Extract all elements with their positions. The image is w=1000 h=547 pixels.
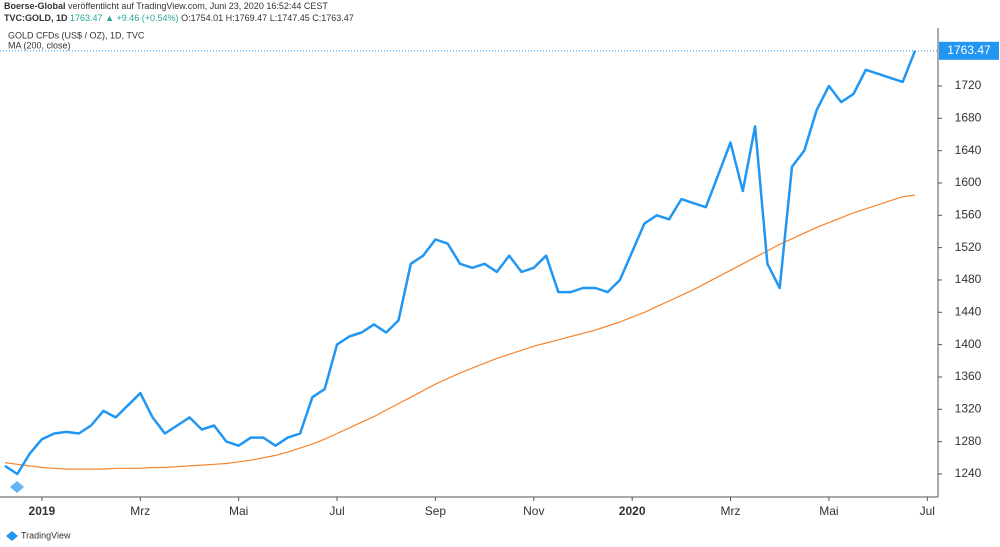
legend-entry: MA (200, close) <box>8 40 71 50</box>
x-tick-label: 2020 <box>619 504 646 518</box>
y-tick-label: 1720 <box>955 78 982 92</box>
legend-entry: GOLD CFDs (US$ / OZ), 1D, TVC <box>8 30 145 40</box>
x-tick-label: Mrz <box>721 504 741 518</box>
x-tick-label: Nov <box>523 504 544 518</box>
y-tick-label: 1600 <box>955 175 982 189</box>
price-label: 1763.47 <box>947 43 991 57</box>
y-tick-label: 1360 <box>955 369 982 383</box>
ohlc: C:1763.47 <box>312 13 354 23</box>
header-line: Boerse-Global veröffentlicht auf Trading… <box>4 1 328 11</box>
y-tick-label: 1680 <box>955 110 982 124</box>
y-tick-label: 1280 <box>955 434 982 448</box>
footer: TradingView <box>21 530 71 540</box>
x-tick-label: Sep <box>425 504 447 518</box>
symbol: TVC:GOLD, 1D <box>4 13 68 23</box>
x-tick-label: Mai <box>819 504 838 518</box>
y-tick-label: 1440 <box>955 304 982 318</box>
x-tick-label: 2019 <box>29 504 56 518</box>
logo-icon <box>10 481 24 493</box>
x-tick-label: Mai <box>229 504 248 518</box>
published: veröffentlicht auf TradingView.com, Juni… <box>68 1 328 11</box>
x-tick-label: Mrz <box>130 504 150 518</box>
change: ▲ +9.46 (+0.54%) <box>105 13 178 23</box>
series-line <box>4 194 916 470</box>
footer-icon <box>6 531 18 541</box>
price-label-box <box>939 41 999 60</box>
ohlc: O:1754.01 <box>181 13 223 23</box>
publisher: Boerse-Global <box>4 1 66 11</box>
y-tick-label: 1640 <box>955 143 982 157</box>
series-line <box>4 50 917 476</box>
y-tick-label: 1480 <box>955 272 982 286</box>
last: 1763.47 <box>70 13 103 23</box>
y-tick-label: 1560 <box>955 207 982 221</box>
y-tick-label: 1240 <box>955 466 982 480</box>
ohlc: L:1747.45 <box>270 13 310 23</box>
y-tick-label: 1400 <box>955 337 982 351</box>
symbol-line: TVC:GOLD, 1D 1763.47 ▲ +9.46 (+0.54%) O:… <box>4 13 354 23</box>
ohlc: H:1769.47 <box>226 13 268 23</box>
x-tick-label: Jul <box>329 504 344 518</box>
x-tick-label: Jul <box>920 504 935 518</box>
y-tick-label: 1520 <box>955 240 982 254</box>
y-tick-label: 1320 <box>955 401 982 415</box>
